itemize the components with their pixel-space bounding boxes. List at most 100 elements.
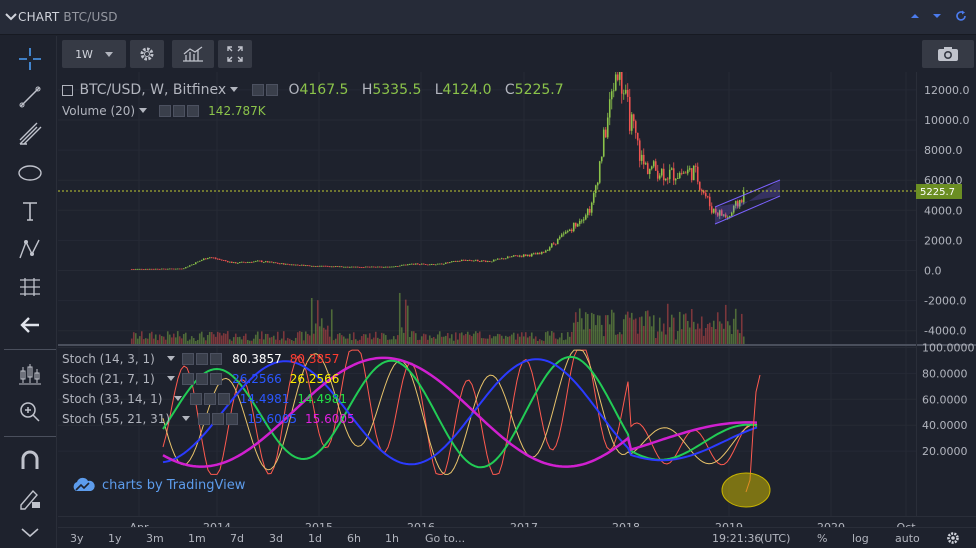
- range-button[interactable]: 1y: [108, 532, 122, 545]
- goto-button[interactable]: Go to...: [425, 532, 466, 545]
- volume-bar: [380, 332, 383, 344]
- interval-dropdown[interactable]: 1W: [62, 40, 126, 68]
- candle-body: [288, 264, 291, 266]
- candle-body: [680, 172, 683, 174]
- auto-toggle[interactable]: auto: [895, 532, 920, 545]
- close-icon[interactable]: [218, 393, 231, 405]
- candle-body: [504, 258, 507, 260]
- candle-body: [640, 154, 643, 161]
- more-tools[interactable]: [14, 516, 46, 548]
- pattern-tool[interactable]: [14, 233, 46, 265]
- candle-body: [254, 261, 257, 262]
- range-button[interactable]: 1h: [385, 532, 399, 545]
- caret-up-icon[interactable]: [908, 9, 922, 23]
- candle-body: [380, 266, 383, 268]
- eye-icon[interactable]: [190, 393, 203, 405]
- caret-down-icon[interactable]: [174, 396, 183, 401]
- fullscreen-button[interactable]: [218, 40, 252, 68]
- zoom-tool[interactable]: [14, 396, 46, 428]
- volume-bar: [382, 333, 385, 344]
- volume-bar: [702, 335, 705, 344]
- volume-bar: [642, 325, 645, 344]
- eye-icon[interactable]: [251, 84, 264, 96]
- candle-body: [330, 266, 333, 268]
- tradingview-watermark[interactable]: charts by TradingView: [70, 476, 245, 494]
- indicators-tool[interactable]: [14, 358, 46, 390]
- channel-lower-line[interactable]: [714, 195, 781, 225]
- gear-icon[interactable]: [211, 413, 224, 425]
- volume-bar: [224, 333, 227, 344]
- stoch-axis[interactable]: 100.0000 80.0000 60.0000 40.0000 20.0000: [922, 342, 975, 459]
- range-button[interactable]: 3m: [146, 532, 164, 545]
- volume-bar: [230, 340, 233, 344]
- volume-bar: [438, 331, 441, 344]
- caret-down-icon[interactable]: [166, 356, 175, 361]
- percent-toggle[interactable]: %: [817, 532, 828, 545]
- close-icon[interactable]: [210, 353, 223, 365]
- volume-bar: [526, 337, 529, 344]
- price-axis[interactable]: 12000.0 10000.0 8000.0 6000.0 4000.0 2000.0 0.…: [924, 84, 970, 338]
- range-button[interactable]: 7d: [230, 532, 244, 545]
- caret-down-icon[interactable]: [166, 376, 175, 381]
- range-button[interactable]: 6h: [347, 532, 361, 545]
- channel-fill[interactable]: [715, 180, 780, 224]
- candle-body: [622, 93, 625, 95]
- volume-bar: [190, 336, 193, 344]
- gear-icon[interactable]: [196, 373, 209, 385]
- candle-body: [186, 266, 189, 268]
- magnet-tool[interactable]: [14, 444, 46, 476]
- eye-icon[interactable]: [182, 353, 195, 365]
- trendline-tool[interactable]: [14, 81, 46, 113]
- snapshot-button[interactable]: [922, 40, 974, 68]
- channel-upper-line[interactable]: [714, 179, 781, 208]
- crosshair-tool[interactable]: [14, 43, 46, 75]
- candle-body: [734, 201, 737, 206]
- lock-drawing-tool[interactable]: [14, 482, 46, 514]
- gear-icon[interactable]: [946, 531, 960, 545]
- range-button[interactable]: 3d: [269, 532, 283, 545]
- range-button[interactable]: 3y: [70, 532, 84, 545]
- volume-bar: [466, 331, 469, 344]
- fib-tool[interactable]: [14, 119, 46, 151]
- caret-down-icon[interactable]: [139, 108, 148, 113]
- volume-bar: [370, 339, 373, 344]
- eye-icon[interactable]: [197, 413, 210, 425]
- volume-bar: [132, 332, 135, 344]
- log-toggle[interactable]: log: [852, 532, 869, 545]
- eye-icon[interactable]: [158, 105, 171, 117]
- volume-bar: [476, 333, 479, 344]
- candle-body: [142, 269, 145, 270]
- close-icon[interactable]: [225, 413, 238, 425]
- highlight-ellipse[interactable]: [721, 472, 771, 508]
- gear-icon[interactable]: [196, 353, 209, 365]
- eye-icon[interactable]: [182, 373, 195, 385]
- gear-icon[interactable]: [172, 105, 185, 117]
- range-button[interactable]: 1m: [188, 532, 206, 545]
- gear-icon[interactable]: [265, 84, 278, 96]
- close-icon[interactable]: [186, 105, 199, 117]
- measure-tool[interactable]: [14, 271, 46, 303]
- stoch-tick-label: 60.0000: [922, 393, 968, 406]
- settings-button[interactable]: [130, 40, 164, 68]
- refresh-icon[interactable]: [954, 9, 968, 23]
- close-icon[interactable]: [210, 373, 223, 385]
- indicators-button[interactable]: [172, 40, 214, 68]
- collapse-icon[interactable]: [62, 85, 73, 96]
- timezone[interactable]: (UTC): [760, 532, 791, 545]
- caret-down-icon[interactable]: [230, 87, 239, 92]
- volume-bar: [368, 333, 371, 344]
- gear-icon[interactable]: [204, 393, 217, 405]
- caret-down-icon[interactable]: [930, 9, 944, 23]
- shape-tool[interactable]: [14, 157, 46, 189]
- back-button[interactable]: [14, 309, 46, 341]
- text-tool[interactable]: [14, 195, 46, 227]
- magnet-icon: [21, 450, 39, 469]
- caret-down-icon[interactable]: [182, 416, 191, 421]
- range-button[interactable]: 1d: [308, 532, 322, 545]
- volume-bar: [412, 331, 415, 344]
- volume-bar: [608, 324, 611, 344]
- chevron-down-icon[interactable]: [4, 10, 18, 24]
- candle-body: [518, 255, 521, 257]
- channel-drawing[interactable]: [714, 179, 781, 225]
- volume-bar: [622, 319, 625, 344]
